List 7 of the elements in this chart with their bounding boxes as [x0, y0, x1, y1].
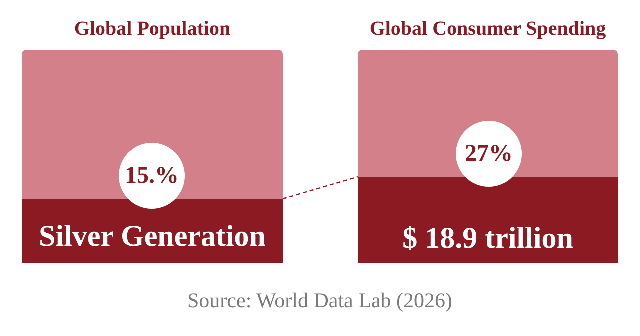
text: $ 18.9 trillion: [402, 222, 574, 255]
category-label: Global Consumer Spending: [370, 18, 606, 40]
category-label: Global Population: [74, 18, 231, 40]
text: Silver Generation: [39, 220, 266, 253]
data-label: 27%: [465, 141, 513, 168]
source-note: Source: World Data Lab (2026): [187, 288, 453, 313]
data-label: 15.%: [125, 163, 179, 190]
